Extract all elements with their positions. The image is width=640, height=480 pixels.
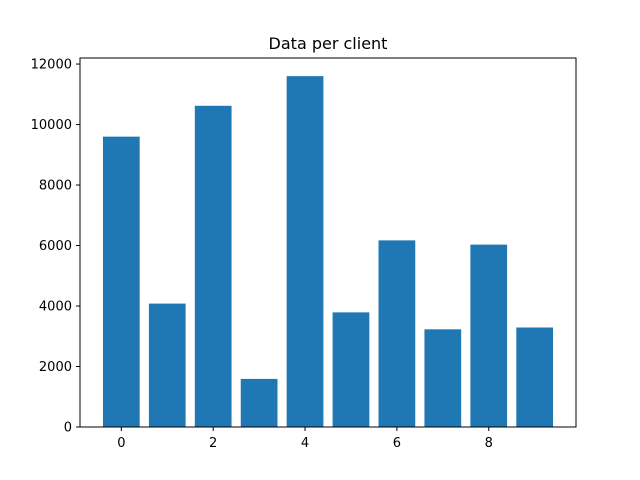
bar-client-8 [470, 244, 508, 427]
bar-client-1 [148, 303, 186, 427]
bar-client-5 [332, 312, 370, 427]
x-tick-label: 6 [393, 436, 401, 451]
x-axis-ticks: 0 2 4 6 8 [117, 427, 493, 451]
x-tick-label: 2 [209, 436, 217, 451]
y-tick-label: 10000 [31, 118, 72, 133]
bars-layer [102, 76, 554, 428]
y-tick-label: 0 [64, 421, 72, 436]
chart-title: Data per client [269, 34, 388, 53]
x-tick-label: 8 [485, 436, 493, 451]
y-tick-label: 12000 [31, 58, 72, 73]
y-tick-label: 4000 [39, 300, 72, 315]
bar-client-7 [424, 329, 462, 427]
y-axis-ticks: 0 2000 4000 6000 8000 10000 12000 [31, 58, 80, 436]
plot-frame [79, 57, 577, 428]
x-tick-label: 0 [117, 436, 125, 451]
bar-client-0 [102, 136, 140, 427]
bar-client-6 [378, 240, 416, 427]
bar-client-9 [516, 327, 554, 427]
bar-client-4 [286, 76, 324, 428]
bar-client-2 [194, 105, 232, 427]
y-tick-label: 8000 [39, 179, 72, 194]
bar-client-3 [240, 378, 278, 427]
y-tick-label: 6000 [39, 239, 72, 254]
y-tick-label: 2000 [39, 360, 72, 375]
x-tick-label: 4 [301, 436, 309, 451]
